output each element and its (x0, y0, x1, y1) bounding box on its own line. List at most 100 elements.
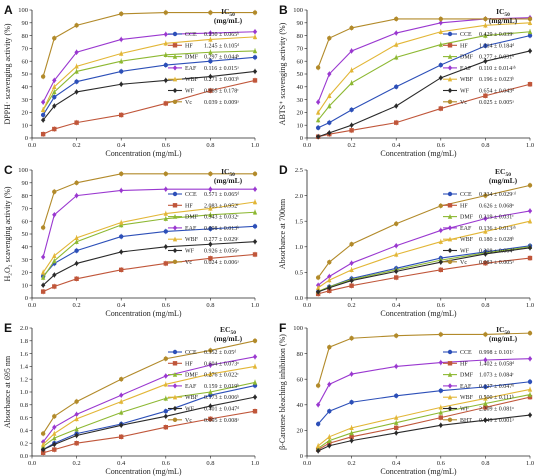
data-point (252, 171, 258, 177)
data-point (327, 434, 332, 439)
data-point (349, 107, 354, 113)
data-point (394, 221, 399, 226)
y-tick-label: 20 (297, 110, 304, 117)
legend-label: HF (460, 43, 468, 49)
data-point (527, 356, 533, 362)
ic50-header: IC50 (221, 7, 235, 18)
data-point (483, 384, 488, 390)
panel-letter: E (4, 321, 12, 335)
y-tick-label: 80 (22, 33, 29, 40)
data-point (74, 441, 79, 446)
data-point (349, 371, 354, 377)
data-point (252, 29, 258, 35)
data-point (527, 412, 533, 418)
legend-marker (172, 394, 178, 400)
data-point (40, 450, 46, 455)
data-point (438, 75, 443, 81)
data-point (163, 216, 168, 221)
y-tick-label: 40 (297, 84, 304, 91)
y-tick-label: 2.0 (295, 193, 303, 200)
y-tick-label: 80 (22, 193, 29, 200)
legend-marker (172, 259, 178, 264)
y-axis-label: β-Carotene bleaching inhibition (%) (278, 334, 287, 450)
x-tick-label: 0.2 (348, 302, 356, 309)
legend-value: 0.343 ± 0.032ᶜ (204, 215, 239, 221)
data-point (315, 134, 321, 140)
legend-item-wbf: WBF 0.196 ± 0.023ᵇ (443, 76, 514, 83)
data-point (438, 422, 443, 428)
legend-label: DMF (460, 373, 474, 379)
legend-value: 0.654 ± 0.043ᵈ (479, 89, 514, 95)
data-point (327, 259, 332, 265)
panel-c: C 0 10 20 30 40 50 60 70 80 90 100 0.0 0.2 0.4 0.6 0.8 1.… (3, 163, 259, 318)
y-tick-label: 20 (297, 428, 304, 435)
legend-label: Vc (460, 100, 467, 106)
data-point (327, 277, 332, 283)
data-point (349, 434, 354, 439)
legend-value: 0.136 ± 0.013ᵃᵇ (479, 226, 516, 232)
series-wf (40, 68, 258, 123)
data-point (438, 41, 443, 47)
data-point (438, 359, 443, 366)
data-point (327, 288, 332, 294)
data-point (315, 125, 321, 130)
data-point (527, 16, 533, 22)
data-point (527, 386, 533, 392)
y-tick-label: 90 (22, 180, 29, 187)
legend-label: WF (185, 89, 195, 95)
ic50-header: EC50 (495, 167, 511, 178)
data-point (119, 187, 124, 194)
data-point (315, 289, 321, 295)
panel-letter: A (4, 3, 13, 17)
data-point (119, 112, 124, 118)
data-point (163, 10, 168, 15)
series-vc (40, 9, 258, 80)
data-point (527, 208, 533, 214)
legend-label: WBF (460, 77, 474, 83)
legend-label: EAF (185, 226, 197, 232)
data-point (52, 84, 57, 89)
legend-marker (447, 54, 453, 59)
legend-item-wbf: WBF 0.271 ± 0.003ᵇ (168, 76, 239, 83)
data-point (394, 54, 399, 60)
legend-value: 0.319 ± 0.031ᶜ (479, 215, 514, 221)
legend-value: 0.095 ± 0.008ᵃ (204, 418, 239, 424)
data-point (208, 171, 213, 177)
legend-item-dmf: DMF 0.277 ± 0.031ᵇ (443, 54, 514, 61)
series-eaf (40, 186, 258, 260)
data-point (394, 275, 399, 280)
data-point (40, 99, 46, 105)
data-point (438, 106, 443, 111)
series-cce (315, 32, 533, 131)
data-point (394, 103, 399, 109)
legend-value: 0.334 ± 0.029ᶜᵈ (479, 192, 516, 198)
legend-label: DMF (460, 215, 474, 221)
legend-marker (172, 87, 178, 94)
data-point (438, 29, 443, 34)
data-point (208, 241, 213, 247)
data-point (327, 285, 332, 291)
ic50-unit: (mg/mL) (489, 176, 518, 185)
legend-label: CCE (185, 32, 197, 38)
data-point (349, 128, 354, 133)
data-point (74, 193, 79, 199)
legend-label: CCE (460, 192, 472, 198)
legend-marker (172, 54, 178, 59)
data-point (252, 363, 258, 369)
data-point (208, 10, 213, 15)
series-wbf (40, 34, 258, 113)
data-point (327, 35, 332, 41)
data-point (315, 275, 321, 280)
data-point (52, 253, 57, 258)
legend-marker (447, 405, 453, 412)
legend-label: WBF (185, 395, 199, 401)
legend-value: 0.277 ± 0.031ᵇ (479, 55, 514, 61)
data-point (40, 225, 46, 230)
legend-marker (447, 65, 453, 71)
data-point (163, 373, 168, 379)
data-point (349, 400, 354, 405)
data-point (527, 29, 533, 34)
data-point (527, 391, 533, 397)
data-point (394, 41, 399, 47)
data-point (483, 395, 488, 401)
